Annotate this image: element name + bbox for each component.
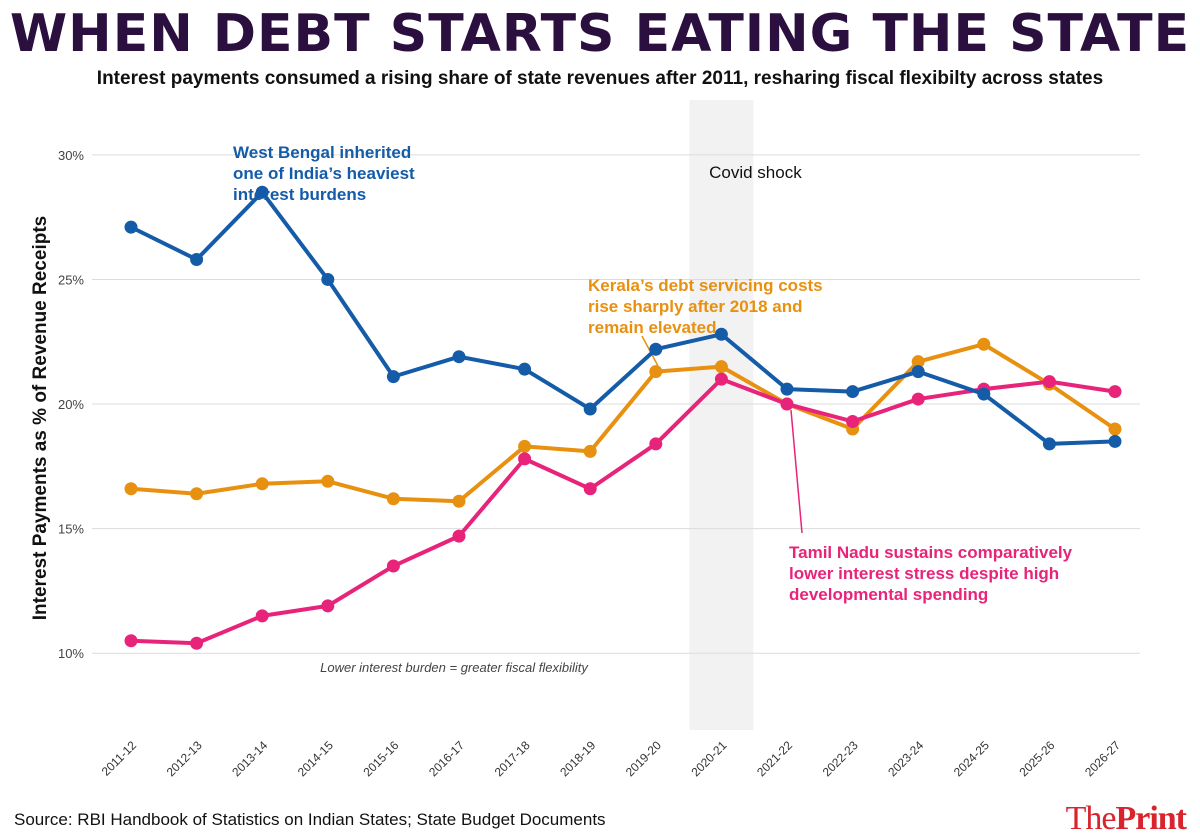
- y-axis-label: Interest Payments as % of Revenue Receip…: [30, 216, 51, 620]
- west_bengal-point: [452, 350, 466, 364]
- west_bengal-point: [386, 370, 400, 384]
- kerala-line: [129, 342, 1117, 504]
- west_bengal-point: [977, 387, 991, 401]
- west_bengal-annotation-line: West Bengal inherited: [233, 143, 411, 162]
- kerala-point: [190, 487, 204, 501]
- west_bengal-point: [583, 402, 597, 416]
- west_bengal-point: [780, 382, 794, 396]
- tamil_nadu-point: [124, 634, 138, 648]
- y-tick-label: 20%: [58, 397, 84, 412]
- kerala-point: [911, 355, 925, 369]
- y-tick-label: 30%: [58, 148, 84, 163]
- tamil_nadu-point: [190, 636, 204, 650]
- west_bengal-annotation-line: interest burdens: [233, 185, 366, 204]
- chart-note: Lower interest burden = greater fiscal f…: [320, 660, 589, 675]
- x-tick-label: 2013-14: [229, 738, 270, 779]
- y-tick-label: 15%: [58, 522, 84, 537]
- tamil_nadu-annotation-line: developmental spending: [789, 585, 988, 604]
- x-tick-label: 2014-15: [295, 738, 336, 779]
- x-tick-label: 2011-12: [99, 738, 140, 779]
- west_bengal-point: [911, 365, 925, 379]
- west_bengal-point: [190, 253, 204, 267]
- west_bengal-point: [124, 220, 138, 234]
- x-tick-label: 2019-20: [623, 738, 664, 779]
- x-tick-label: 2018-19: [557, 738, 598, 779]
- west_bengal-point: [518, 362, 532, 376]
- kerala-point: [977, 337, 991, 351]
- tamil_nadu-point: [452, 529, 466, 543]
- tamil_nadu-point: [1108, 385, 1122, 399]
- west_bengal-line: [129, 190, 1117, 446]
- kerala-point: [649, 365, 663, 379]
- tamil_nadu-point: [386, 559, 400, 573]
- west_bengal-point: [1042, 437, 1056, 451]
- chart-title: WHEN DEBT STARTS EATING THE STATE: [9, 4, 1191, 64]
- west_bengal-point: [846, 385, 860, 399]
- x-tick-label: 2026-27: [1082, 738, 1123, 779]
- kerala-annotation-line: rise sharply after 2018 and: [588, 297, 803, 316]
- x-tick-label: 2017-18: [492, 738, 533, 779]
- brand-logo: ThePrint: [1065, 800, 1187, 838]
- brand-prefix: The: [1065, 800, 1117, 837]
- tamil_nadu-annotation-line: lower interest stress despite high: [789, 564, 1059, 583]
- kerala-annotation-line: Kerala’s debt servicing costs: [588, 276, 823, 295]
- x-tick-label: 2021-22: [754, 738, 795, 779]
- kerala-point: [518, 439, 532, 453]
- tamil_nadu-point: [255, 609, 269, 623]
- brand-suffix: Print: [1115, 800, 1187, 837]
- tamil_nadu-point: [583, 482, 597, 496]
- west_bengal-point: [255, 185, 269, 199]
- west_bengal-point: [649, 342, 663, 356]
- source-note: Source: RBI Handbook of Statistics on In…: [14, 810, 606, 829]
- tamil_nadu-annotation-line: Tamil Nadu sustains comparatively: [789, 543, 1073, 562]
- kerala-point: [714, 360, 728, 374]
- west_bengal-point: [714, 327, 728, 341]
- y-tick-label: 10%: [58, 646, 84, 661]
- kerala-point: [1108, 422, 1122, 436]
- kerala-point: [124, 482, 138, 496]
- chart-subtitle: Interest payments consumed a rising shar…: [96, 68, 1104, 89]
- x-tick-label: 2020-21: [688, 738, 729, 779]
- kerala-point: [583, 444, 597, 458]
- x-tick-label: 2016-17: [426, 738, 467, 779]
- kerala-point: [452, 494, 466, 508]
- tamil_nadu-point: [780, 397, 794, 411]
- kerala-point: [386, 492, 400, 506]
- kerala-point: [255, 477, 269, 491]
- tamil-nadu-leader-line: [790, 409, 803, 534]
- west_bengal-point: [1108, 434, 1122, 448]
- covid-shaded-region: [689, 100, 754, 730]
- x-tick-label: 2023-24: [885, 738, 926, 779]
- tamil_nadu-line: [129, 377, 1117, 646]
- tamil_nadu-point: [518, 452, 532, 466]
- x-tick-label: 2025-26: [1016, 738, 1057, 779]
- tamil_nadu-point: [911, 392, 925, 406]
- y-tick-label: 25%: [58, 272, 84, 287]
- x-tick-label: 2022-23: [820, 738, 861, 779]
- tamil_nadu-point: [649, 437, 663, 451]
- west_bengal-point: [321, 272, 335, 286]
- x-tick-label: 2024-25: [951, 738, 992, 779]
- tamil_nadu-point: [321, 599, 335, 613]
- west_bengal-annotation-line: one of India’s heaviest: [233, 164, 415, 183]
- tamil_nadu-point: [714, 372, 728, 386]
- kerala-annotation-line: remain elevated: [588, 318, 717, 337]
- kerala-point: [321, 474, 335, 488]
- x-tick-label: 2015-16: [360, 738, 401, 779]
- tamil_nadu-point: [1042, 375, 1056, 389]
- covid-label: Covid shock: [709, 163, 802, 182]
- tamil_nadu-point: [846, 414, 860, 428]
- x-tick-label: 2012-13: [164, 738, 205, 779]
